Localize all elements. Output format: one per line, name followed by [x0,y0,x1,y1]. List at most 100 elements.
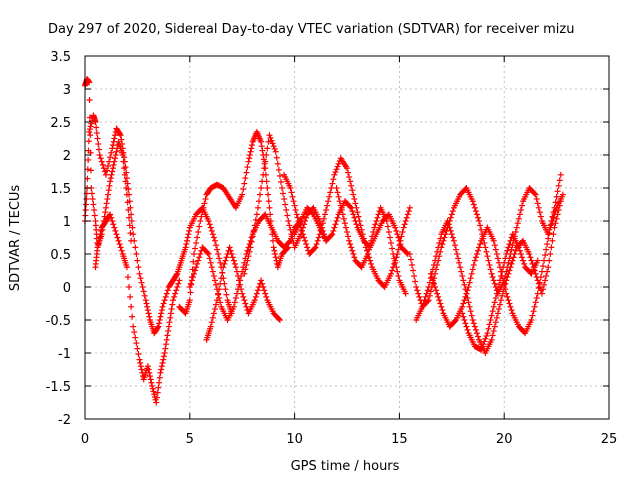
data-point [128,211,135,218]
y-tick-label: 1 [63,215,71,230]
data-point [197,218,204,224]
data-point [231,260,238,267]
data-point [105,191,112,198]
data-point [473,211,480,218]
data-point [262,290,269,297]
data-point [491,242,498,249]
data-point [437,235,444,242]
data-point [229,254,236,261]
data-point [291,202,298,209]
data-point [544,268,551,275]
data-point [470,262,477,268]
data-point [123,175,130,182]
data-point [549,218,556,224]
data-point [350,251,357,257]
data-point [230,303,237,310]
data-point [403,214,410,221]
data-point [138,279,145,286]
data-point [94,135,101,142]
data-point [108,171,115,178]
data-point [334,189,341,196]
data-point [534,257,541,264]
data-point [290,198,297,205]
data-point [488,336,495,343]
data-point [498,273,505,279]
data-point [202,196,209,202]
data-point [545,264,552,271]
data-point [515,244,522,251]
data-point [466,279,473,286]
data-point [103,200,110,207]
data-point [258,185,265,191]
data-point [268,137,275,144]
data-point [259,178,266,185]
data-point [161,350,168,356]
data-point [266,132,273,139]
data-point [132,334,139,341]
data-point [489,308,496,315]
data-point [451,318,458,325]
data-point [559,191,566,198]
data-point [494,255,501,262]
data-point [449,234,456,241]
data-point [95,241,102,248]
data-point [465,284,472,290]
data-point [392,259,399,266]
x-axis: 0 5 10 15 20 25 [81,56,617,447]
data-point [498,297,505,304]
data-point [222,286,229,293]
data-point [329,231,336,238]
data-point [299,231,306,238]
data-point [389,245,396,252]
data-point [247,148,254,155]
data-point [542,252,549,259]
data-point [160,300,167,307]
data-point [535,285,542,292]
data-point [261,287,268,294]
data-point [157,313,164,320]
data-point [537,274,544,281]
data-point [395,273,402,279]
data-point [534,200,541,207]
data-point [222,257,229,264]
data-point [190,258,197,265]
data-point [432,284,439,290]
data-point [395,246,402,253]
data-points [82,76,566,406]
data-point [91,207,98,213]
data-point [435,293,442,300]
data-point [508,260,515,267]
data-point [385,229,392,235]
data-point [281,196,288,202]
data-point [196,223,203,230]
data-point [253,211,260,218]
data-point [312,244,319,251]
data-point [171,293,178,300]
data-point [271,145,278,152]
data-point [271,247,278,254]
data-point [117,244,124,251]
y-tick-label: 2.5 [50,116,71,131]
y-tick-label: 3.5 [50,50,71,65]
data-point [492,295,499,301]
data-point [302,237,309,244]
data-point [471,257,478,264]
data-point [283,207,290,213]
data-point [457,264,464,271]
data-point [468,270,475,277]
data-point [149,385,156,392]
data-point [552,199,559,206]
data-point [469,266,476,273]
data-point [216,255,223,262]
y-tick-label: 0 [63,281,71,296]
data-point [282,201,289,208]
data-point [485,325,492,332]
data-point [126,214,133,221]
data-point [111,135,118,142]
data-point [215,251,222,257]
data-point [109,218,116,224]
data-point [136,270,143,277]
data-point [348,244,355,251]
data-point [157,369,164,376]
data-point [275,166,282,173]
